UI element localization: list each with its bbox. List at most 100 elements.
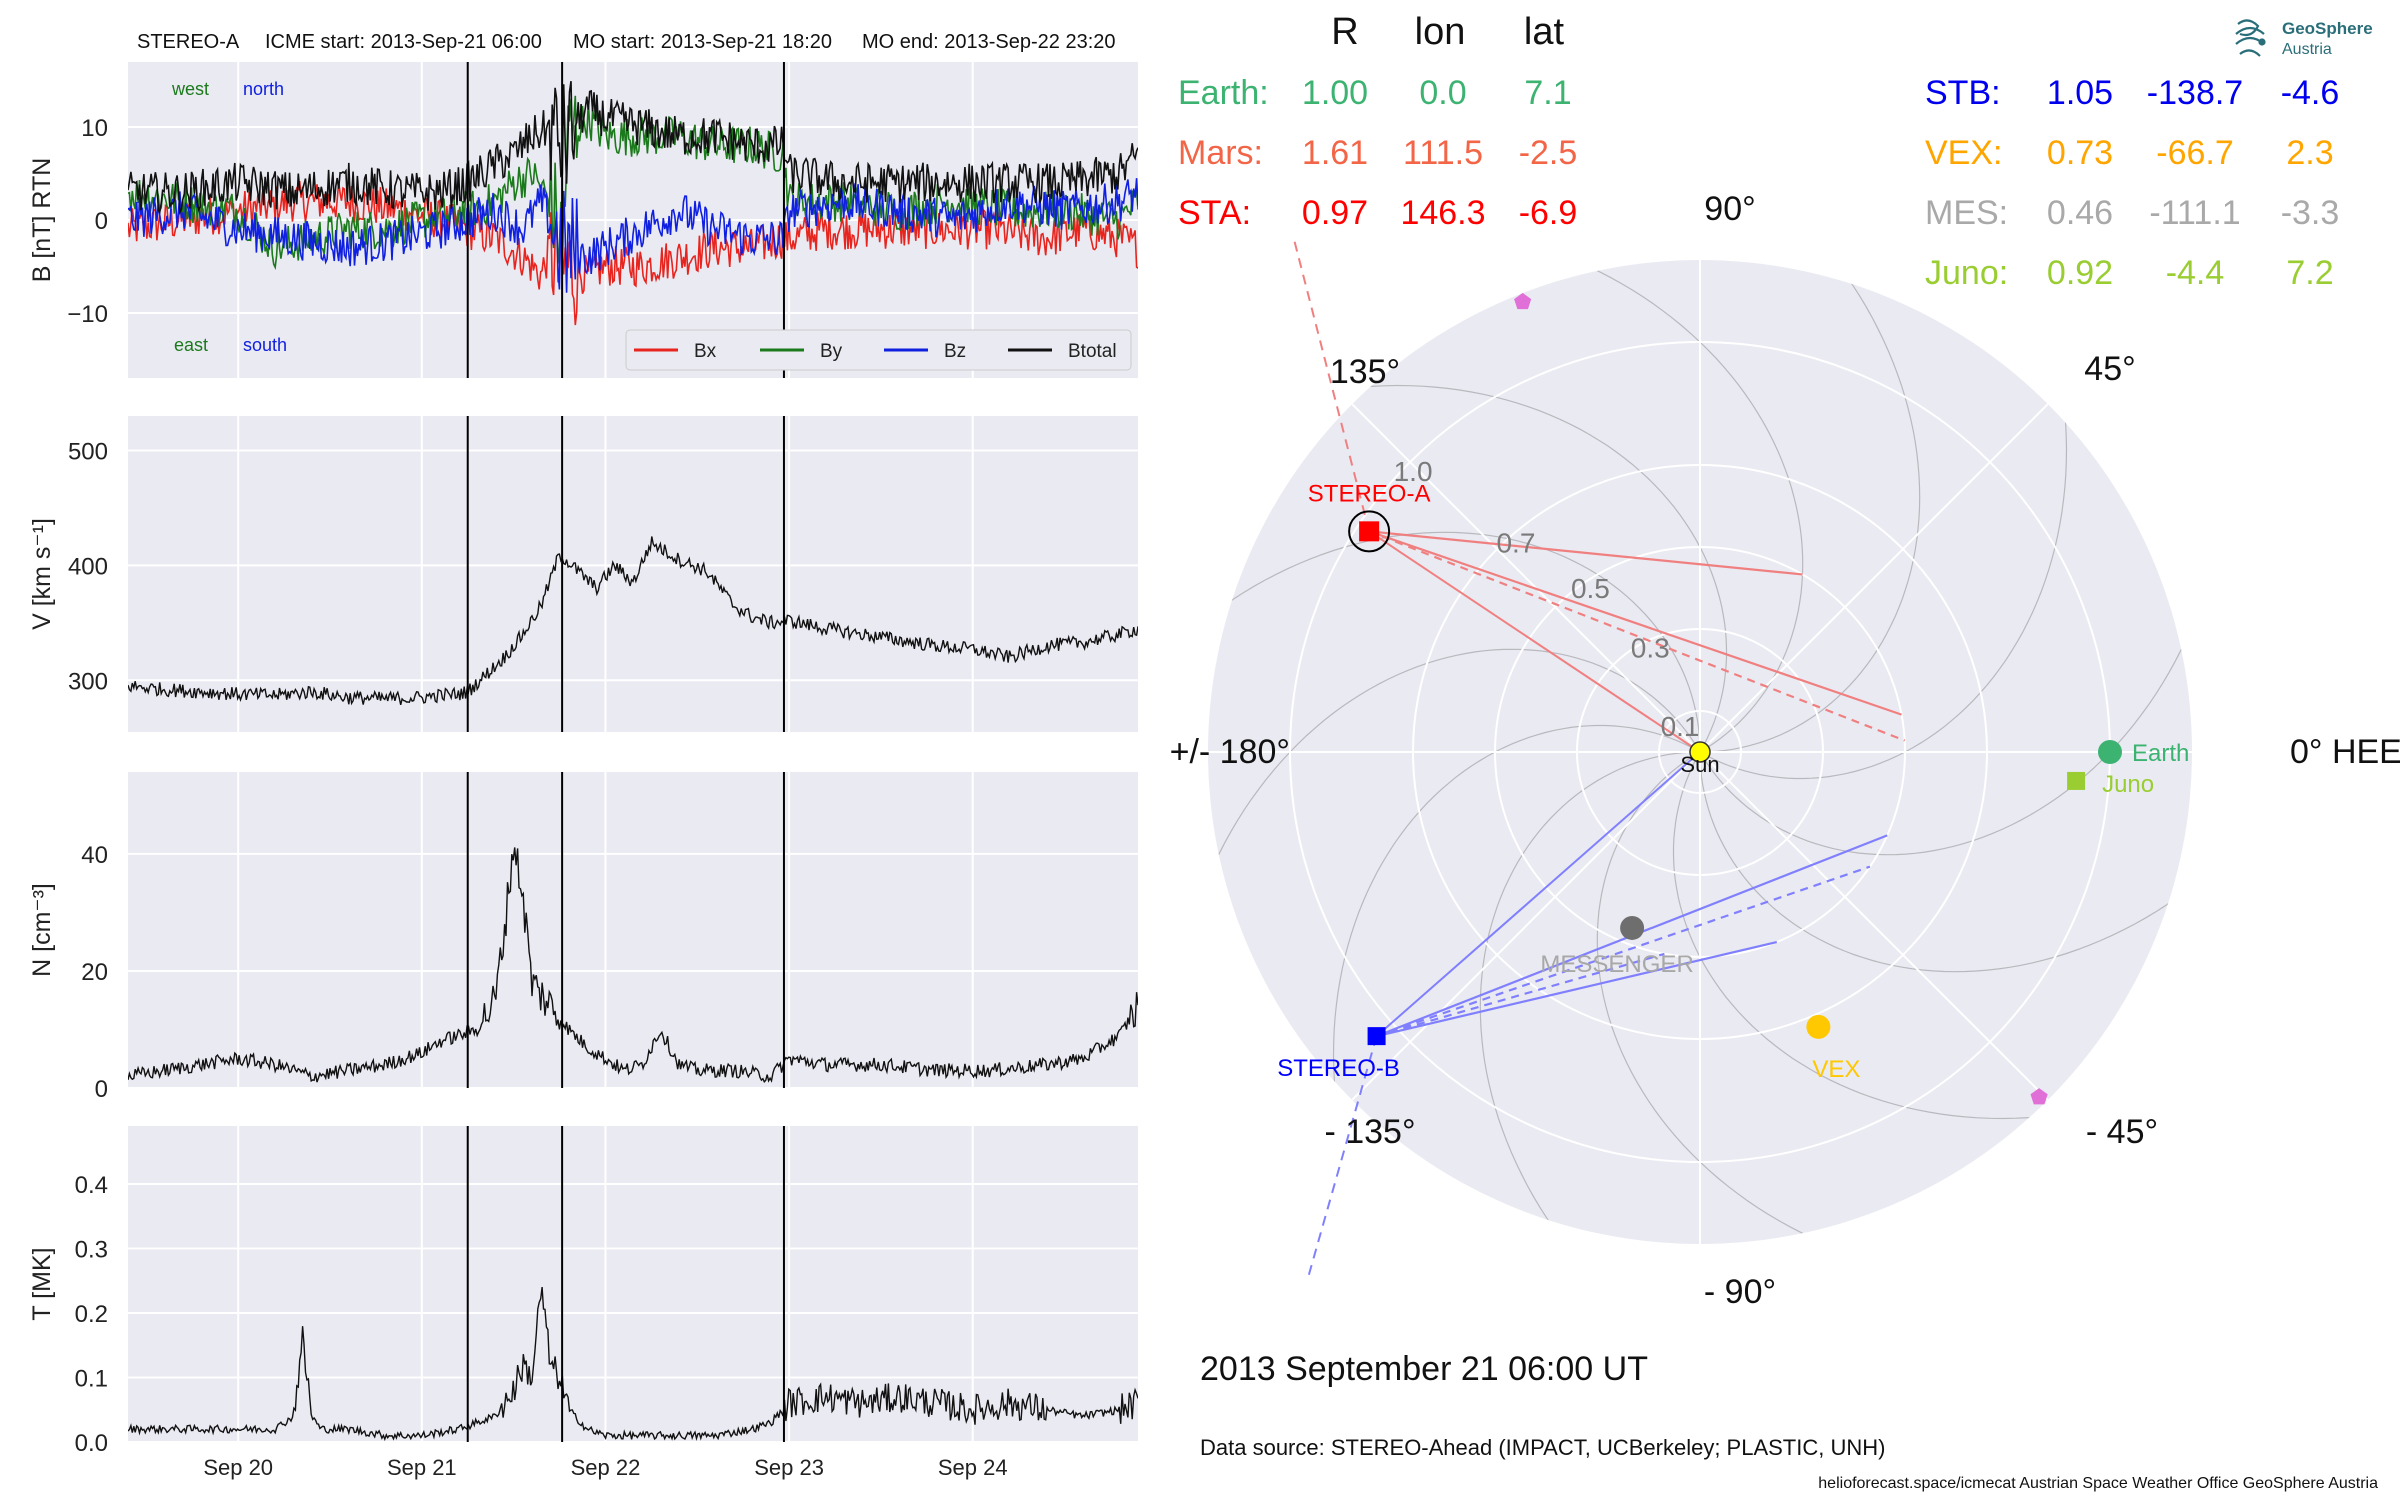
body-earth-label: Earth <box>2132 740 2189 767</box>
plot-background <box>128 1126 1138 1442</box>
datetime-label: 2013 September 21 06:00 UT <box>1200 1350 1648 1388</box>
pos-value: 0.92 <box>2047 254 2113 292</box>
series-line-bz <box>128 178 1138 293</box>
pos-value: 1.00 <box>1302 74 1368 112</box>
pos-value: -138.7 <box>2147 74 2243 112</box>
angle-label: - 90° <box>1704 1273 1776 1311</box>
y-tick-label: 500 <box>68 438 108 465</box>
pos-value: -4.6 <box>2281 74 2340 112</box>
body-messenger-marker <box>1620 915 1645 940</box>
angular-gridline <box>1351 751 1701 1101</box>
heeq-polar-plot: 0.1 0.3 0.5 0.7 1.0 0° HEEQ 45° 90° 135° +/- 180°… <box>1170 190 2400 1311</box>
body-stereo-a-highlight-ring <box>1348 510 1391 553</box>
body-stereo-b-marker <box>1367 1027 1386 1046</box>
spiral-line <box>1596 751 2151 1244</box>
geosphere-logo: GeoSphere Austria <box>2235 19 2373 58</box>
positions-table: R lon lat Earth: 1.00 0.0 7.1 Mars: 1.61 111.5… <box>1178 11 2339 292</box>
pos-value: 1.05 <box>2047 74 2113 112</box>
sun-spacecraft-line <box>1368 530 1701 753</box>
r-tick-label: 0.1 <box>1661 711 1700 742</box>
y-axis-label: N [cm⁻³] <box>28 883 56 977</box>
y-tick-label: 0.3 <box>75 1237 108 1264</box>
r-tick-label: 0.7 <box>1496 528 1535 559</box>
series-line-btotal <box>128 80 1138 216</box>
header-R: R <box>1331 11 1358 53</box>
panel-speed: 300 400 500 V [km s⁻¹] <box>28 416 1138 732</box>
plot-background <box>128 416 1138 732</box>
series-line-temperature <box>128 1287 1138 1442</box>
body-juno-label: Juno <box>2102 771 2154 798</box>
y-tick-label: 40 <box>81 842 108 869</box>
y-tick-label: 0 <box>95 208 108 235</box>
x-tick-label: Sep 24 <box>938 1455 1008 1480</box>
legend-label-bx: Bx <box>694 341 717 362</box>
legend-label-btotal: Btotal <box>1068 341 1117 362</box>
fieldline-solid <box>1368 530 1902 716</box>
pos-value: -4.4 <box>2166 254 2225 292</box>
x-tick-label: Sep 23 <box>754 1455 824 1480</box>
traces <box>128 847 1138 1084</box>
body-juno-trail-marker <box>2030 1088 2048 1105</box>
angle-label: 45° <box>2084 350 2135 388</box>
angle-label: 135° <box>1330 353 1400 391</box>
series-line-density <box>128 847 1138 1084</box>
sun-marker <box>1689 741 1711 763</box>
r-tick-label: 0.3 <box>1631 632 1670 663</box>
pos-value: 0.97 <box>1302 194 1368 232</box>
body-juno-marker <box>2067 771 2086 790</box>
logo-line1: GeoSphere <box>2282 19 2373 38</box>
body-mars-marker <box>1514 292 1532 310</box>
fieldline-dashed <box>1376 952 1665 1038</box>
traces <box>128 536 1138 706</box>
legend-label-by: By <box>820 341 843 362</box>
header-lon: lon <box>1415 11 1466 53</box>
angle-label: - 135° <box>1324 1113 1415 1151</box>
mo-start-label: MO start: 2013-Sep-21 18:20 <box>573 31 832 53</box>
fieldline-solid <box>1376 941 1778 1038</box>
angular-gridline <box>1351 403 1701 753</box>
y-tick-label: 300 <box>68 668 108 695</box>
angular-gridline <box>1699 403 2049 753</box>
pos-value: 0.46 <box>2047 194 2113 232</box>
angular-gridline <box>1699 751 2049 1101</box>
pos-value: -3.3 <box>2281 194 2340 232</box>
event-header: STEREO-A ICME start: 2013-Sep-21 06:00 M… <box>137 31 1116 53</box>
pos-name: MES: <box>1925 194 2008 232</box>
x-tick-label: Sep 22 <box>571 1455 641 1480</box>
pos-value: -2.5 <box>1519 134 1578 172</box>
legend-box <box>625 329 1132 371</box>
r-tick-label: 1.0 <box>1394 456 1433 487</box>
y-tick-label: 10 <box>81 115 108 142</box>
label-west: west <box>171 79 209 99</box>
spiral-line <box>1208 531 1701 882</box>
angle-label: 90° <box>1704 190 1755 228</box>
y-tick-label: 0.1 <box>75 1366 108 1393</box>
plot-background <box>128 772 1138 1088</box>
y-tick-label: 400 <box>68 553 108 580</box>
y-axis-label: V [km s⁻¹] <box>28 518 56 630</box>
pos-value: 2.3 <box>2286 134 2333 172</box>
mo-end-label: MO end: 2013-Sep-22 23:20 <box>862 31 1116 53</box>
logo-line2: Austria <box>2282 41 2332 58</box>
body-stereo-a-label: STEREO-A <box>1308 480 1431 507</box>
fieldline-extension <box>1306 1035 1378 1279</box>
y-axis-label: T [MK] <box>28 1247 56 1320</box>
x-tick-label: Sep 20 <box>203 1455 273 1480</box>
traces <box>128 80 1138 326</box>
traces <box>128 1287 1138 1442</box>
pos-value: -111.1 <box>2149 194 2240 232</box>
pos-value: 7.2 <box>2286 254 2333 292</box>
icme-start-label: ICME start: 2013-Sep-21 06:00 <box>265 31 542 53</box>
spiral-line <box>1699 301 2192 856</box>
legend-label-bz: Bz <box>944 341 966 362</box>
y-tick-label: 20 <box>81 959 108 986</box>
y-tick-label: 0.4 <box>75 1172 108 1199</box>
geosphere-logo-icon <box>2235 19 2266 57</box>
pos-value: 0.0 <box>1419 74 1466 112</box>
pos-value: 146.3 <box>1400 194 1485 232</box>
label-east: east <box>174 335 208 355</box>
footer-credits: helioforecast.space/icmecat Austrian Spa… <box>1818 1475 2378 1492</box>
y-tick-label: 0 <box>95 1076 108 1103</box>
body-vex-label: VEX <box>1812 1056 1860 1083</box>
